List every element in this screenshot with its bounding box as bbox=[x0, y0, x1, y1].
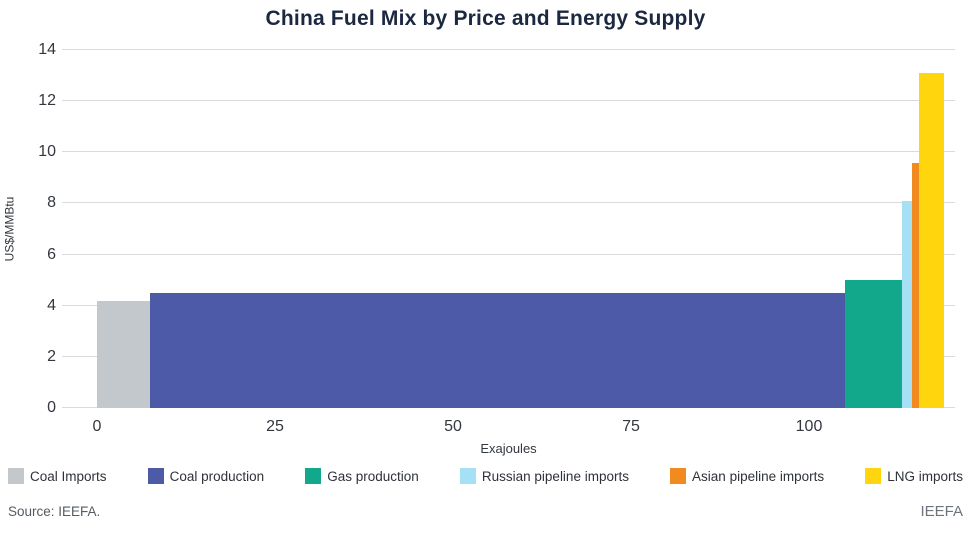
x-axis-tick-labels: 0 25 50 75 100 bbox=[62, 418, 955, 438]
gridline-y-10 bbox=[62, 151, 955, 153]
y-tick-label-4: 4 bbox=[47, 296, 56, 314]
legend-label-asian-pipeline-imports: Asian pipeline imports bbox=[692, 468, 825, 484]
legend-swatch-russian-pipeline-imports bbox=[459, 468, 476, 484]
legend-label-coal-imports: Coal Imports bbox=[30, 468, 107, 484]
chart-title: China Fuel Mix by Price and Energy Suppl… bbox=[265, 7, 706, 30]
y-tick-label-8: 8 bbox=[47, 194, 56, 212]
gridline-y-14 bbox=[62, 49, 955, 50]
source-note: Source: IEEFA. bbox=[8, 504, 101, 519]
x-tick-label-75: 75 bbox=[622, 418, 640, 435]
gridline-y-12 bbox=[62, 100, 955, 102]
bar-gas-production bbox=[844, 280, 902, 408]
legend-item-gas-production: Gas production bbox=[305, 468, 419, 484]
brand-mark: IEEFA bbox=[920, 503, 963, 520]
x-tick-label-0: 0 bbox=[92, 418, 102, 435]
x-tick-label-100: 100 bbox=[795, 418, 823, 435]
x-tick-label-50: 50 bbox=[444, 418, 462, 435]
legend-item-asian-pipeline-imports: Asian pipeline imports bbox=[670, 468, 824, 484]
legend-item-coal-imports: Coal Imports bbox=[8, 468, 107, 484]
x-tick-label-25: 25 bbox=[266, 418, 284, 435]
legend-swatch-coal-imports bbox=[8, 468, 24, 484]
y-tick-label-2: 2 bbox=[47, 347, 56, 365]
legend-item-coal-production: Coal production bbox=[147, 468, 265, 484]
gridline-y-8 bbox=[62, 202, 955, 204]
bar-lng-imports bbox=[919, 73, 945, 408]
y-axis-title-text: US$/MMBtu bbox=[2, 196, 16, 262]
x-axis-title: Exajoules bbox=[480, 441, 537, 456]
y-tick-label-6: 6 bbox=[47, 245, 56, 263]
plot-area bbox=[62, 49, 955, 408]
y-tick-label-12: 12 bbox=[38, 92, 56, 110]
footer: Source: IEEFA. IEEFA bbox=[8, 503, 963, 520]
y-tick-label-0: 0 bbox=[47, 399, 56, 416]
legend-swatch-coal-production bbox=[147, 468, 164, 484]
legend-item-russian-pipeline-imports: Russian pipeline imports bbox=[459, 468, 629, 484]
bar-coal-imports bbox=[97, 300, 151, 408]
y-axis-title: US$/MMBtu bbox=[0, 50, 18, 408]
legend-swatch-gas-production bbox=[305, 468, 322, 484]
legend: Coal Imports Coal production Gas productio… bbox=[8, 468, 963, 484]
y-tick-label-10: 10 bbox=[38, 143, 56, 161]
legend-swatch-lng-imports bbox=[865, 468, 882, 484]
bar-coal-production bbox=[150, 292, 845, 408]
legend-label-lng-imports: LNG imports bbox=[887, 468, 963, 484]
y-axis-tick-labels: 0 2 4 6 8 10 12 14 bbox=[24, 41, 56, 416]
gridline-y-6 bbox=[62, 253, 955, 255]
bar-russian-pipeline-imports bbox=[901, 200, 913, 408]
bar-asian-pipeline-imports bbox=[912, 162, 920, 408]
legend-label-gas-production: Gas production bbox=[327, 468, 419, 484]
legend-swatch-asian-pipeline-imports bbox=[670, 468, 687, 484]
legend-label-russian-pipeline-imports: Russian pipeline imports bbox=[481, 468, 629, 484]
legend-item-lng-imports: LNG imports bbox=[865, 468, 963, 484]
legend-label-coal-production: Coal production bbox=[169, 468, 265, 484]
y-tick-label-14: 14 bbox=[38, 41, 56, 58]
